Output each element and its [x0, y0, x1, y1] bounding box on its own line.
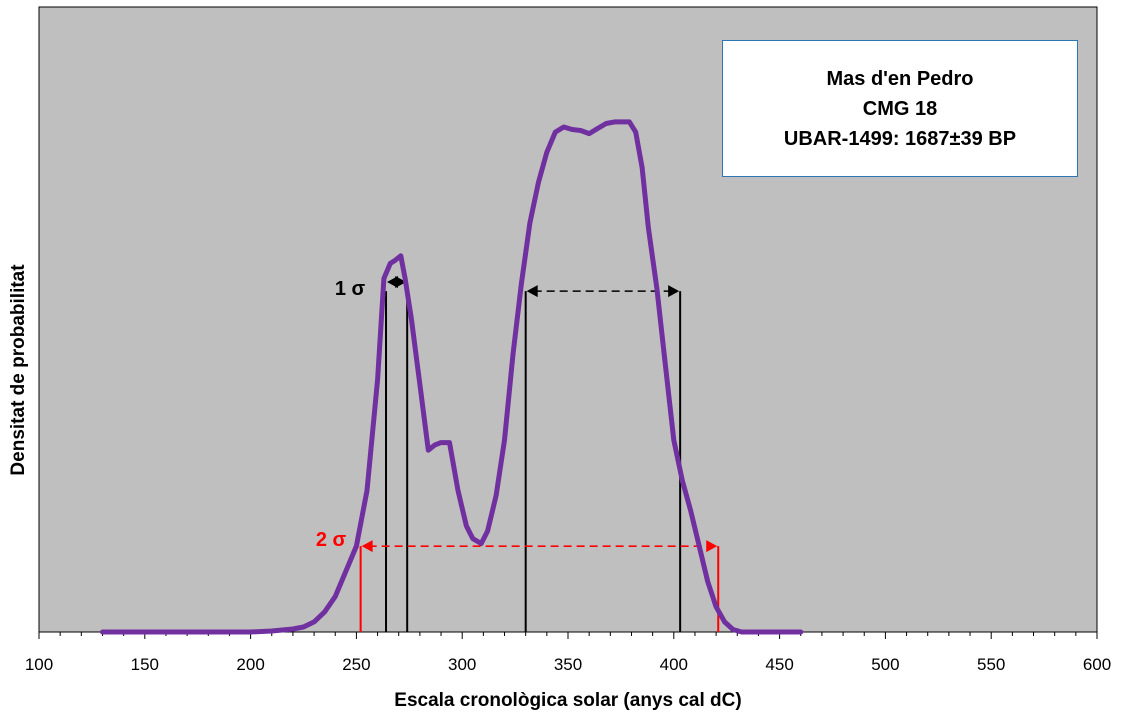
labels-layer: 1 σ 2 σ — [316, 278, 366, 551]
sigma2-arrow-head-left — [361, 540, 373, 553]
sigma1-arrow-b-head-left — [526, 285, 538, 298]
x-tick-label: 300 — [448, 655, 476, 674]
lab-date: UBAR-1499: 1687±39 BP — [783, 127, 1017, 150]
x-axis-ticks: 100 150 200 250 300 350 400 450 500 550 600 — [25, 632, 1111, 674]
site-name: Mas d'en Pedro — [826, 67, 974, 90]
x-tick-label: 100 — [25, 655, 53, 674]
sigma1-arrow-b-head-right — [668, 285, 680, 298]
x-tick-label: 450 — [765, 655, 793, 674]
x-tick-label: 600 — [1083, 655, 1111, 674]
sigma1-label: 1 σ — [335, 278, 366, 300]
x-axis-title: Escala cronològica solar (anys cal dC) — [394, 690, 741, 711]
y-axis-title: Densitat de probabilitat — [8, 264, 29, 476]
x-tick-label: 400 — [660, 655, 688, 674]
x-tick-label: 150 — [131, 655, 159, 674]
series-layer — [100, 119, 804, 635]
x-tick-label: 500 — [871, 655, 899, 674]
info-box: Mas d'en Pedro CMG 18 UBAR-1499: 1687±39… — [722, 40, 1078, 177]
x-tick-label: 200 — [236, 655, 264, 674]
x-tick-label: 550 — [977, 655, 1005, 674]
probability-curve — [100, 119, 804, 635]
sigma1-arrow-a-head-right — [395, 276, 407, 289]
x-tick-label: 350 — [554, 655, 582, 674]
sample-code: CMG 18 — [862, 97, 938, 120]
sigma2-label: 2 σ — [316, 529, 347, 551]
x-tick-label: 250 — [342, 655, 370, 674]
sigma2-arrow-head-right — [706, 540, 718, 553]
